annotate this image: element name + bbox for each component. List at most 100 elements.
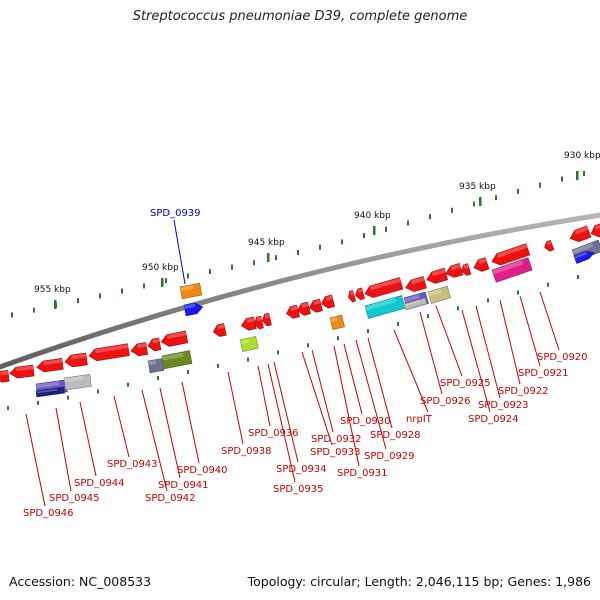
gene-arrow[interactable]	[212, 323, 227, 338]
gene-arrow[interactable]	[444, 262, 464, 279]
gene-arrow[interactable]	[320, 294, 336, 310]
label-leader	[475, 305, 501, 399]
gene-arrow[interactable]	[543, 239, 555, 252]
gene-label[interactable]: SPD_0928	[370, 430, 421, 441]
gene-label[interactable]: SPD_0935	[273, 484, 324, 495]
label-leader	[141, 389, 168, 492]
gene-label[interactable]: SPD_0930	[340, 416, 391, 427]
gene-magenta[interactable]	[491, 257, 533, 283]
label-leader	[79, 401, 97, 477]
gene-cyan[interactable]	[364, 295, 406, 319]
gene-label[interactable]: SPD_0945	[49, 493, 100, 504]
gene-label[interactable]: SPD_0941	[158, 480, 209, 491]
kbp-tick	[385, 226, 387, 232]
gene-arrow[interactable]	[460, 263, 472, 277]
gene-arrow[interactable]	[472, 257, 490, 274]
gene-label[interactable]: SPD_0924	[468, 414, 519, 425]
label-leader	[519, 295, 541, 367]
gene-label[interactable]: SPD_0940	[177, 465, 228, 476]
gene-blue[interactable]	[183, 302, 204, 317]
kbp-label: 930 kbp	[564, 151, 600, 161]
kbp-tick	[297, 249, 299, 255]
gene-olive[interactable]	[161, 350, 193, 370]
gene-slate[interactable]	[147, 358, 165, 374]
gene-arrow[interactable]	[147, 337, 162, 352]
inner-tick	[187, 369, 189, 374]
gene-arrow[interactable]	[308, 298, 323, 314]
label-leader	[273, 361, 299, 463]
gene-navy[interactable]	[35, 386, 65, 398]
inner-tick	[37, 400, 39, 405]
gene-arrow[interactable]	[363, 277, 404, 300]
gene-label[interactable]: SPD_0923	[478, 400, 529, 411]
gene-label[interactable]: SPD_0946	[23, 508, 74, 519]
label-leader	[461, 309, 491, 413]
gene-khaki[interactable]	[427, 285, 452, 304]
gene-label[interactable]: SPD_0933	[310, 447, 361, 458]
kbp-tick	[341, 239, 343, 245]
gene-label[interactable]: SPD_0943	[107, 459, 158, 470]
gene-grey[interactable]	[63, 374, 92, 391]
kbp-tick	[495, 195, 497, 201]
gene-arrow[interactable]	[240, 316, 257, 332]
gene-arrow[interactable]	[354, 287, 365, 301]
gene-label[interactable]: SPD_0942	[145, 493, 196, 504]
gene-label[interactable]: SPD_0944	[74, 478, 125, 489]
kbp-tick	[77, 298, 79, 304]
inner-tick	[277, 350, 279, 355]
kbp-label: 950 kbp	[142, 263, 179, 273]
gene-arrow[interactable]	[9, 364, 35, 379]
gene-arrow[interactable]	[160, 330, 189, 348]
gene-arrow[interactable]	[88, 343, 130, 362]
label-leader	[25, 413, 46, 507]
kbp-tick	[407, 220, 409, 226]
inner-tick	[127, 382, 129, 387]
gene-arrow[interactable]	[261, 312, 272, 327]
gene-label[interactable]: SPD_0929	[364, 451, 415, 462]
label-leader	[181, 381, 200, 464]
gene-label[interactable]: SPD_0925	[440, 378, 491, 389]
gene-grey[interactable]	[403, 297, 428, 311]
gene-label[interactable]: SPD_0936	[248, 428, 299, 439]
gene-arrow[interactable]	[347, 290, 357, 303]
gene-arrow[interactable]	[568, 225, 592, 244]
kbp-major-tick	[54, 300, 57, 309]
gene-label[interactable]: SPD_0921	[518, 368, 569, 379]
gene-arrow[interactable]	[253, 315, 264, 330]
gene-label[interactable]: SPD_0922	[498, 386, 549, 397]
gene-arrow[interactable]	[490, 243, 531, 268]
gene-blue[interactable]	[573, 249, 596, 264]
gene-label[interactable]: SPD_0932	[311, 434, 362, 445]
gene-lime[interactable]	[239, 336, 259, 353]
gene-label[interactable]: SPD_0920	[537, 352, 588, 363]
inner-tick	[97, 389, 99, 394]
gene-orange[interactable]	[329, 314, 345, 331]
label-leader	[227, 371, 244, 445]
gene-label[interactable]: SPD_0926	[420, 396, 471, 407]
gene-arrow[interactable]	[404, 276, 427, 293]
gene-label[interactable]: nrpIT	[406, 414, 433, 425]
accession-text: Accession: NC_008533	[9, 574, 152, 589]
gene-arrow[interactable]	[0, 369, 10, 383]
inner-tick	[337, 336, 339, 341]
gene-arrow[interactable]	[285, 304, 300, 320]
gene-label[interactable]: SPD_0934	[276, 464, 327, 475]
label-leader	[173, 219, 186, 285]
inner-tick	[67, 395, 69, 400]
kbp-tick	[253, 260, 255, 266]
label-leader	[267, 363, 296, 483]
gene-arrow[interactable]	[64, 352, 88, 368]
gene-label[interactable]: SPD_0931	[337, 468, 388, 479]
gene-orange[interactable]	[179, 282, 203, 300]
gene-label[interactable]: SPD_0939	[150, 208, 201, 219]
gene-label[interactable]: SPD_0938	[221, 446, 272, 457]
gene-arrow[interactable]	[130, 342, 149, 357]
gene-arrow[interactable]	[36, 358, 64, 373]
kbp-tick	[33, 307, 35, 313]
gene-arrow[interactable]	[589, 222, 600, 239]
label-leader	[343, 343, 363, 415]
gene-arrow[interactable]	[425, 267, 449, 285]
kbp-major-tick	[267, 253, 270, 262]
label-leader	[435, 305, 463, 377]
inner-tick	[367, 329, 369, 334]
